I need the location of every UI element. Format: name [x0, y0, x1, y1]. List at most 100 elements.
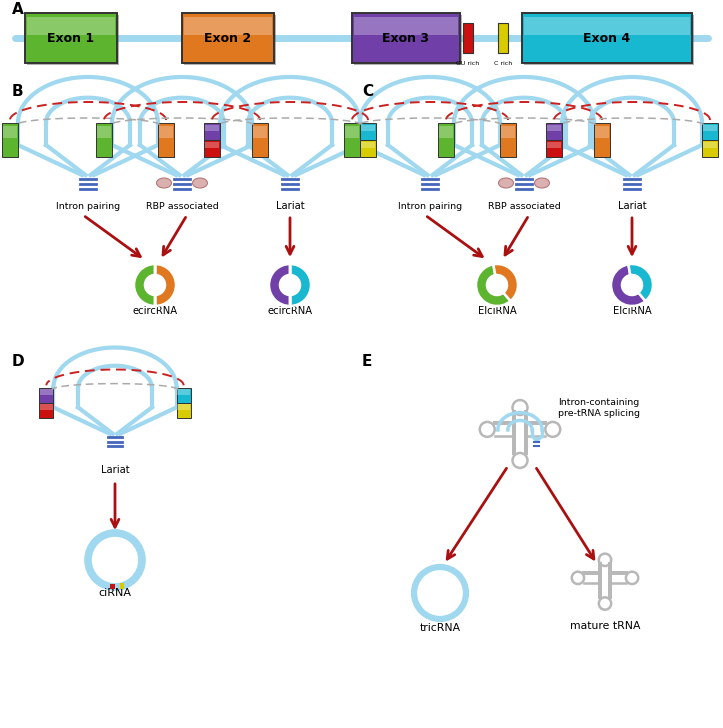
Bar: [205, 141, 221, 157]
Bar: [703, 124, 717, 130]
Wedge shape: [134, 264, 155, 306]
Bar: [96, 123, 112, 157]
Bar: [499, 23, 509, 53]
FancyBboxPatch shape: [25, 13, 117, 63]
Ellipse shape: [534, 178, 549, 188]
Bar: [360, 140, 376, 157]
Bar: [595, 124, 611, 157]
Text: Intron pairing: Intron pairing: [56, 202, 120, 211]
FancyBboxPatch shape: [184, 17, 272, 35]
Bar: [176, 388, 191, 403]
Wedge shape: [611, 264, 646, 306]
Bar: [546, 140, 562, 157]
Bar: [205, 141, 219, 148]
Bar: [547, 124, 562, 141]
Bar: [3, 126, 17, 138]
Text: B: B: [12, 84, 24, 99]
Ellipse shape: [192, 178, 208, 188]
Bar: [97, 124, 113, 157]
Text: D: D: [12, 354, 25, 369]
Bar: [702, 140, 718, 157]
Bar: [177, 403, 192, 419]
Wedge shape: [269, 264, 290, 306]
Bar: [40, 403, 54, 419]
FancyBboxPatch shape: [354, 15, 462, 65]
Bar: [439, 126, 453, 138]
Bar: [703, 141, 717, 148]
Text: C rich: C rich: [494, 61, 512, 66]
Text: RBP associated: RBP associated: [145, 202, 218, 211]
Bar: [177, 389, 190, 395]
Bar: [39, 403, 54, 418]
Bar: [547, 141, 562, 157]
Bar: [463, 23, 473, 53]
Text: A: A: [12, 2, 24, 17]
Bar: [501, 126, 515, 138]
FancyBboxPatch shape: [354, 17, 458, 35]
Bar: [361, 124, 377, 141]
Bar: [702, 123, 718, 140]
Bar: [439, 124, 455, 157]
Bar: [594, 123, 610, 157]
Text: ecircRNA: ecircRNA: [268, 306, 312, 316]
Bar: [463, 23, 474, 53]
Bar: [547, 124, 561, 130]
Bar: [176, 403, 191, 418]
Bar: [3, 124, 19, 157]
FancyBboxPatch shape: [522, 13, 692, 63]
Bar: [40, 389, 54, 403]
Bar: [344, 123, 360, 157]
FancyBboxPatch shape: [524, 17, 690, 35]
Ellipse shape: [156, 178, 171, 188]
Bar: [595, 126, 609, 138]
FancyBboxPatch shape: [120, 583, 124, 589]
Bar: [159, 124, 175, 157]
Bar: [546, 123, 562, 140]
Wedge shape: [476, 264, 510, 306]
Text: mature tRNA: mature tRNA: [570, 621, 641, 631]
Text: Lariat: Lariat: [617, 201, 646, 211]
Bar: [205, 124, 219, 130]
Bar: [40, 389, 53, 395]
Text: Exon 2: Exon 2: [205, 31, 252, 44]
Text: Exon 1: Exon 1: [48, 31, 95, 44]
Bar: [40, 404, 53, 410]
Bar: [547, 141, 561, 148]
FancyBboxPatch shape: [182, 13, 274, 63]
Text: Intron pairing: Intron pairing: [398, 202, 462, 211]
Bar: [2, 123, 18, 157]
FancyBboxPatch shape: [27, 15, 119, 65]
Bar: [361, 141, 377, 157]
Bar: [97, 126, 111, 138]
Bar: [205, 124, 221, 141]
FancyBboxPatch shape: [184, 15, 275, 65]
Text: ecircRNA: ecircRNA: [132, 306, 178, 316]
FancyBboxPatch shape: [352, 13, 460, 63]
Bar: [177, 404, 190, 410]
Text: Intron-containing
pre-tRNA splicing: Intron-containing pre-tRNA splicing: [558, 398, 640, 418]
Bar: [204, 140, 220, 157]
Wedge shape: [155, 264, 176, 306]
FancyBboxPatch shape: [110, 585, 115, 590]
Bar: [159, 126, 174, 138]
Bar: [438, 123, 454, 157]
Text: Lariat: Lariat: [100, 465, 129, 475]
Bar: [177, 389, 192, 403]
Text: EIciRNA: EIciRNA: [612, 306, 651, 316]
Text: Exon 4: Exon 4: [583, 31, 630, 44]
Bar: [253, 126, 268, 138]
Bar: [703, 141, 719, 157]
Wedge shape: [628, 264, 653, 301]
Bar: [360, 123, 376, 140]
Text: RBP associated: RBP associated: [487, 202, 560, 211]
Bar: [703, 124, 719, 141]
Text: tricRNA: tricRNA: [419, 623, 461, 633]
Bar: [361, 124, 375, 130]
Bar: [252, 123, 268, 157]
Bar: [204, 123, 220, 140]
Bar: [498, 23, 508, 53]
Bar: [501, 124, 517, 157]
Text: Lariat: Lariat: [275, 201, 304, 211]
Bar: [500, 123, 516, 157]
Bar: [39, 388, 54, 403]
